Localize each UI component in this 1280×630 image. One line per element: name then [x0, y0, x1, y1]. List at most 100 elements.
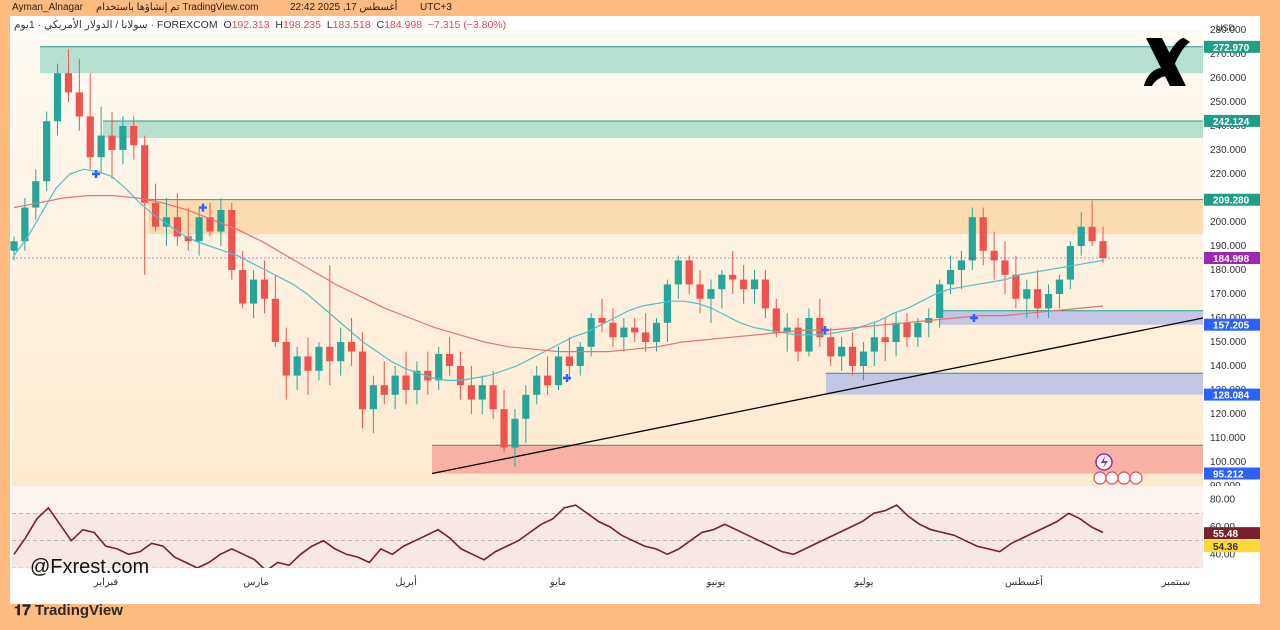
candle: [1001, 241, 1009, 294]
cross-marker: [970, 314, 978, 322]
candle: [620, 318, 628, 352]
candle: [718, 270, 726, 309]
price-tag: 95.212: [1204, 467, 1260, 480]
candle-body: [827, 337, 835, 357]
y-tick-label: 230.000: [1210, 145, 1247, 156]
candle: [903, 313, 911, 347]
open-value: 192.313: [231, 19, 270, 31]
cross-marker: [563, 374, 571, 382]
candle: [576, 342, 584, 376]
candle: [10, 236, 18, 261]
candle-body: [1055, 279, 1064, 294]
candle: [347, 318, 356, 366]
candle: [848, 332, 857, 376]
x-tick-label: مارس: [243, 577, 268, 588]
candle-body: [184, 236, 192, 242]
x-tick-label: سبتمبر: [1161, 577, 1191, 588]
candle: [53, 63, 62, 136]
y-tick-label: 250.000: [1210, 97, 1247, 108]
rsi-axis-panel: [1203, 486, 1260, 568]
candle-body: [424, 370, 432, 381]
candle-body: [282, 342, 290, 376]
candle: [86, 73, 94, 170]
candle-body: [478, 385, 486, 400]
candle-body: [859, 351, 868, 366]
candle-body: [217, 210, 225, 232]
price-tag: 272.970: [1204, 40, 1260, 54]
candle: [413, 361, 421, 405]
candle: [609, 308, 617, 347]
candle-body: [729, 274, 737, 280]
candle: [206, 202, 214, 237]
datetime: 22:42 2025 ,17 أغسطس: [290, 2, 398, 13]
candle: [500, 390, 508, 453]
price-tag-bg: [1204, 467, 1260, 480]
y-tick-label: 150.000: [1210, 337, 1247, 348]
high-label: H: [275, 19, 284, 31]
candle-body: [326, 346, 334, 362]
y-tick-label: 280.000: [1210, 25, 1247, 36]
y-tick-label: 100.000: [1210, 457, 1247, 468]
candle: [358, 332, 367, 429]
tv-mark-icon: 𝟏𝟕: [14, 602, 35, 619]
y-tick-label: 140.000: [1210, 361, 1247, 372]
candle: [565, 337, 573, 381]
candle: [119, 116, 127, 165]
candle-body: [75, 92, 83, 117]
candle: [369, 375, 377, 434]
candle-body: [642, 332, 650, 342]
candle-body: [293, 356, 301, 376]
zone-demand: [826, 373, 1203, 395]
candle-body: [968, 217, 976, 261]
candle-body: [631, 327, 639, 333]
price-tag: 184.998: [1204, 252, 1260, 265]
candle: [544, 356, 552, 395]
candle: [870, 322, 878, 366]
price-tag: 157.205: [1204, 318, 1260, 332]
price-tag-text: 272.970: [1213, 43, 1250, 54]
candle-body: [304, 356, 312, 371]
candle: [151, 183, 160, 232]
rsi-value-bg: [1204, 527, 1260, 540]
candle-body: [620, 327, 628, 338]
candle-body: [511, 418, 519, 448]
candle: [75, 58, 83, 131]
candle-body: [696, 284, 704, 299]
dividend-icon: [1093, 471, 1107, 485]
y-tick-label: 270.000: [1210, 49, 1247, 60]
candle: [282, 327, 290, 400]
candle-body: [576, 346, 584, 366]
candle: [1044, 284, 1053, 318]
candle-body: [674, 260, 682, 285]
candle: [685, 255, 693, 294]
price-tag-bg: [1204, 318, 1260, 331]
candle: [750, 270, 759, 304]
published-with: تم إنشاؤها باستخدام TradingView.com: [96, 2, 259, 13]
candle-body: [456, 366, 465, 386]
candle-body: [271, 298, 279, 342]
candle-body: [1099, 241, 1107, 258]
x-tick-label: أغسطس: [1005, 575, 1043, 588]
candle: [631, 318, 639, 342]
candle: [946, 255, 955, 294]
low-label: L: [326, 19, 333, 31]
candle-body: [990, 250, 998, 261]
price-tag-bg: [1204, 252, 1260, 265]
candle: [696, 270, 704, 314]
price-tag: 128.084: [1204, 388, 1260, 402]
candle-body: [1034, 289, 1042, 309]
candle-body: [685, 260, 693, 285]
candle-body: [435, 354, 443, 381]
price-tag-text: 209.280: [1213, 196, 1250, 207]
candle: [489, 370, 497, 419]
candle-body: [239, 270, 247, 304]
low-value: 183.518: [332, 19, 371, 31]
candle-body: [533, 375, 541, 395]
candle: [43, 111, 51, 191]
candle: [587, 313, 595, 357]
candle-body: [21, 207, 29, 242]
candle: [97, 106, 105, 174]
candle-body: [1088, 226, 1096, 242]
candle: [239, 250, 247, 309]
